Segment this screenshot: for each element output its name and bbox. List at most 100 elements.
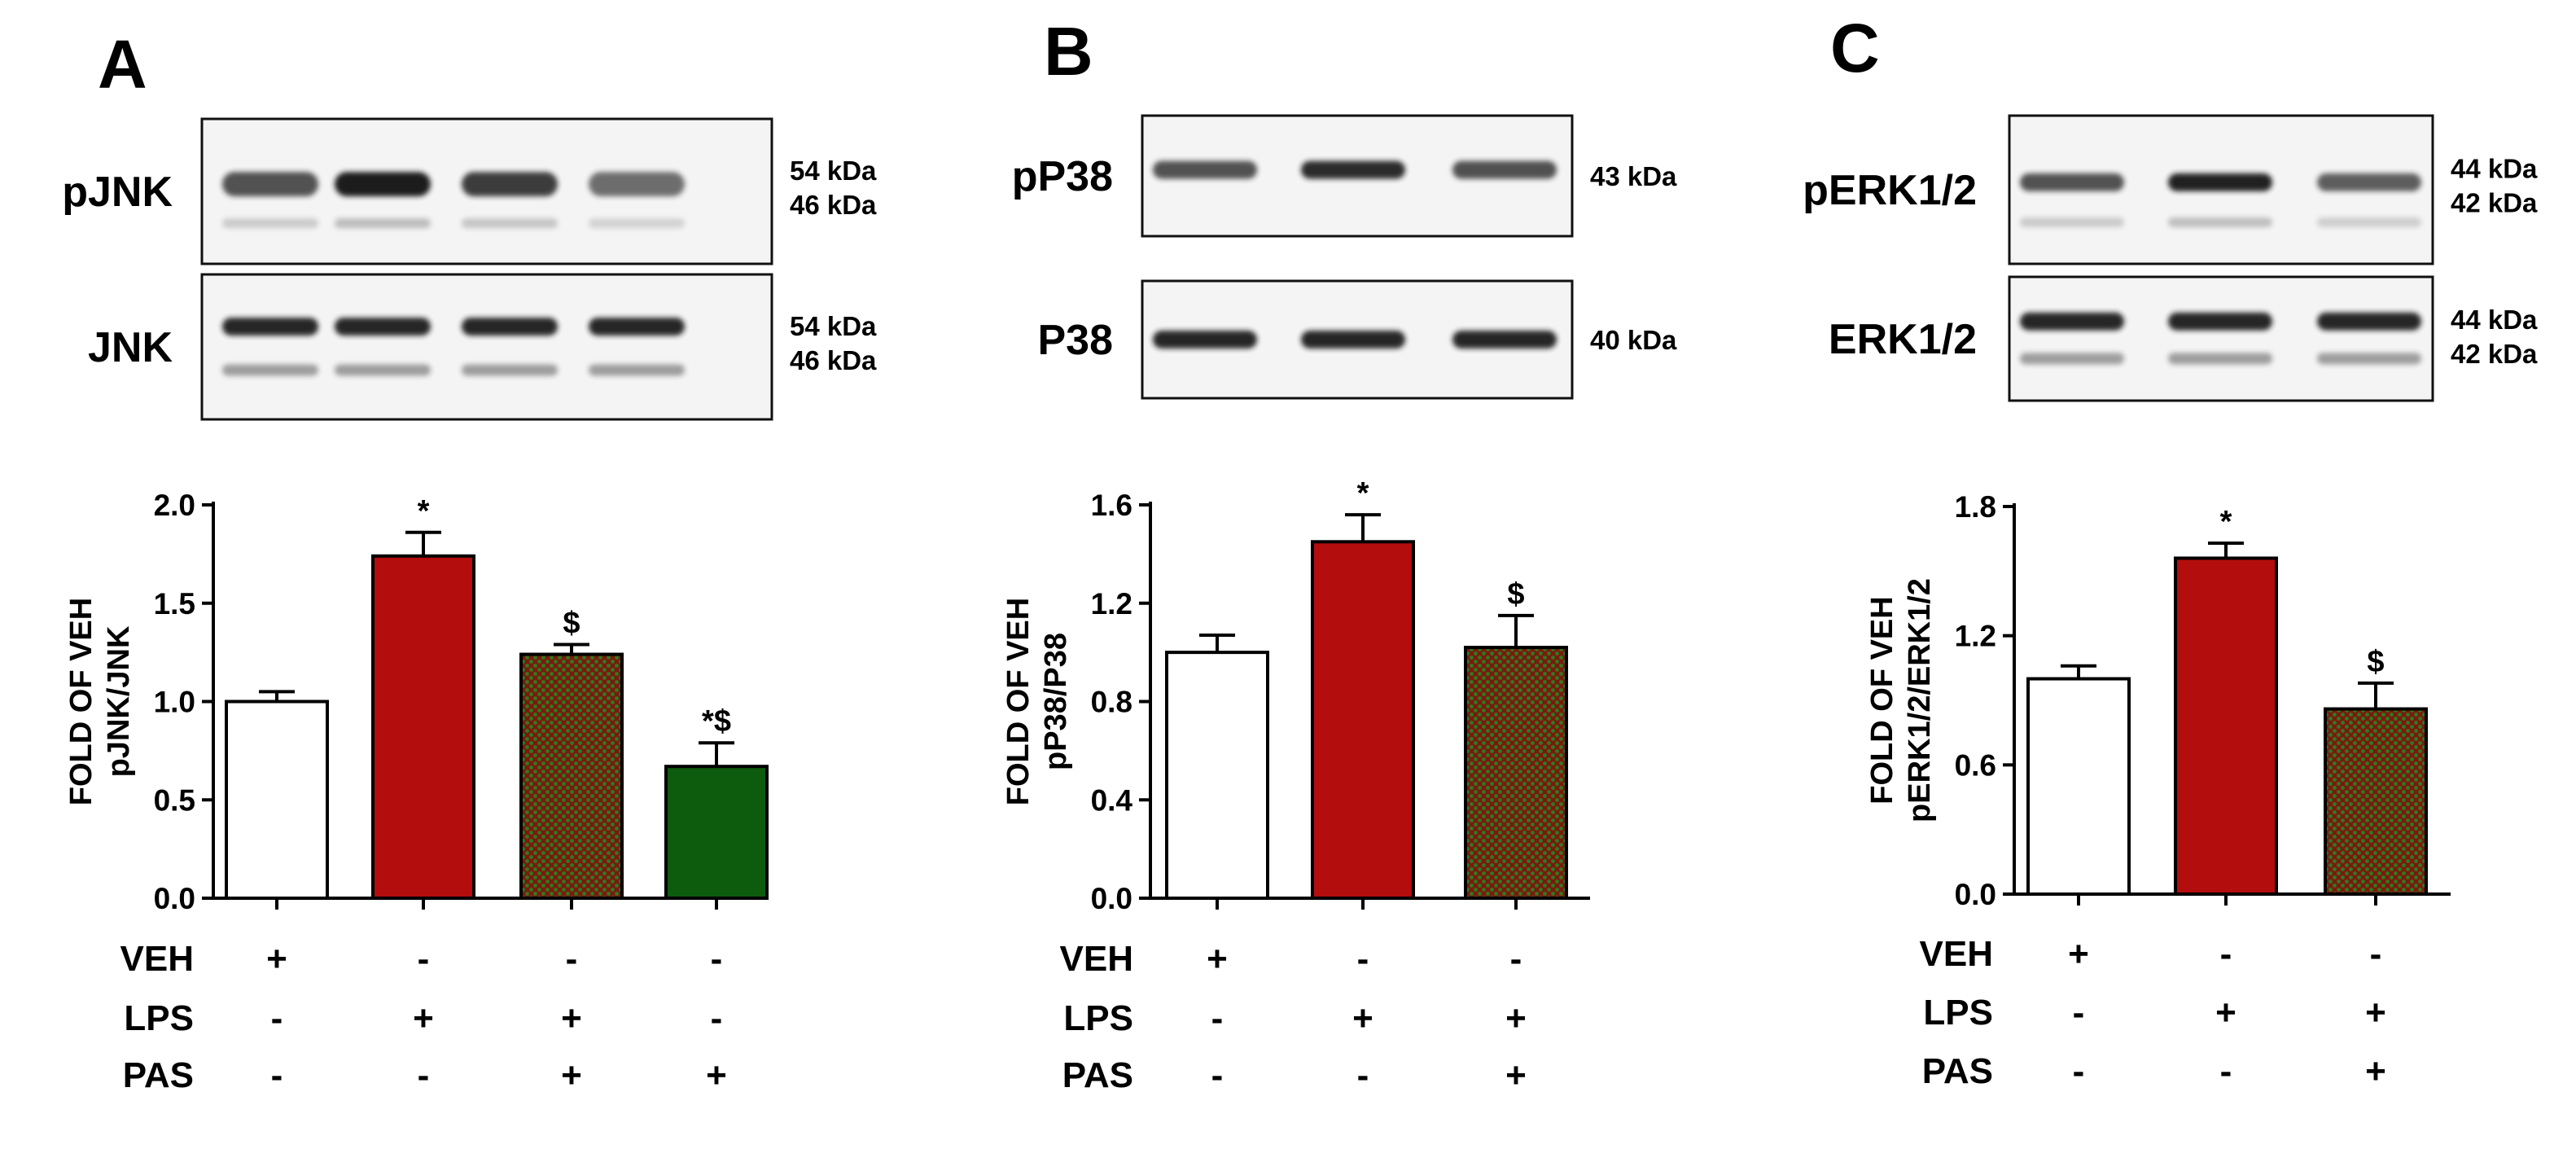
band-upper [2317, 312, 2421, 331]
significance-mark: * [418, 494, 430, 528]
condition-sign: + [413, 998, 434, 1038]
y-axis-label-line: pERK1/2/ERK1/2 [1903, 578, 1937, 822]
y-tick-label: 0.0 [1091, 882, 1132, 915]
bar [371, 554, 475, 900]
bar-chart: 0.0 0.4 0.8 1.2 1.6 FOLD OF VEH pP38/P38 * $ [1001, 476, 1590, 915]
significance-mark: *$ [702, 704, 731, 739]
condition-sign: - [1211, 998, 1224, 1038]
condition-sign: + [1505, 998, 1527, 1038]
condition-name: VEH [1920, 934, 1993, 974]
band-lower [335, 218, 431, 229]
y-axis-label-line: FOLD OF VEH [1865, 596, 1899, 804]
y-axis-label: FOLD OF VEH pJNK/JNK [64, 598, 136, 805]
condition-sign: + [2068, 934, 2089, 974]
band-lower [462, 364, 558, 376]
blot-top [2008, 114, 2434, 265]
band-lower [589, 218, 685, 229]
blot-bottom [1141, 279, 1574, 400]
condition-name: PAS [1922, 1051, 1993, 1091]
y-tick-label: 0.8 [1091, 686, 1132, 719]
band-upper [1153, 331, 1257, 349]
band-upper [2168, 312, 2272, 331]
band-upper [2020, 173, 2124, 191]
bar [1464, 646, 1568, 901]
y-tick-label: 0.4 [1091, 783, 1133, 817]
condition-sign: - [418, 939, 430, 979]
blot-top [200, 117, 773, 265]
band-lower [2020, 217, 2124, 228]
condition-name: PAS [1062, 1055, 1133, 1095]
condition-sign: - [2370, 934, 2382, 974]
significance-mark: * [2220, 505, 2232, 539]
y-tick-label: 0.0 [154, 882, 195, 915]
y-tick-label: 1.6 [1091, 489, 1132, 522]
kda-label: 40 kDa [1590, 325, 1677, 355]
significance-mark: * [1357, 476, 1369, 511]
condition-sign: - [2220, 1051, 2232, 1091]
y-axis-label: FOLD OF VEH pP38/P38 [1001, 598, 1073, 805]
kda-label: 44 kDa [2451, 305, 2538, 335]
condition-sign: + [1505, 1055, 1527, 1095]
y-axis-label-line: FOLD OF VEH [1001, 598, 1036, 805]
band-upper [462, 172, 558, 197]
band-upper [2020, 312, 2124, 331]
condition-name: VEH [1060, 939, 1133, 979]
condition-sign: + [2215, 993, 2236, 1033]
condition-sign: - [2073, 993, 2085, 1033]
condition-sign: - [711, 939, 723, 979]
condition-name: LPS [124, 998, 194, 1038]
band-upper [589, 318, 685, 336]
blot-bottom-label: P38 [1037, 317, 1113, 364]
condition-name: LPS [1923, 993, 1993, 1033]
bar-chart: 0.0 0.6 1.2 1.8 FOLD OF VEH pERK1/2/ERK1/2 * $ [1865, 490, 2451, 911]
kda-label: 54 kDa [790, 311, 877, 341]
condition-sign: - [1357, 1055, 1369, 1095]
band-upper [589, 172, 685, 197]
kda-label: 46 kDa [790, 190, 877, 220]
panel-letter: A [98, 26, 147, 103]
band-upper [2317, 173, 2421, 191]
condition-sign: + [266, 939, 287, 979]
condition-sign: - [2220, 934, 2232, 974]
kda-label: 46 kDa [790, 345, 877, 375]
condition-sign: - [1211, 1055, 1224, 1095]
kda-label: 42 kDa [2451, 187, 2538, 217]
significance-mark: $ [2367, 645, 2384, 679]
bar [225, 699, 329, 900]
kda-label: 43 kDa [1590, 161, 1677, 191]
condition-name: VEH [120, 939, 194, 979]
band-lower [2168, 353, 2272, 365]
y-tick-label: 2.0 [154, 489, 195, 522]
condition-sign: - [566, 939, 578, 979]
blot-bottom-label: ERK1/2 [1829, 316, 1977, 363]
band-lower [462, 218, 558, 229]
band-upper [222, 318, 318, 336]
blot-top [1141, 114, 1574, 238]
y-axis-label-line: FOLD OF VEH [64, 598, 99, 805]
bar [519, 652, 624, 900]
condition-sign: + [706, 1055, 727, 1095]
blot-top-label: pP38 [1012, 153, 1113, 200]
y-tick-label: 0.5 [154, 783, 195, 817]
condition-sign: + [1352, 998, 1373, 1038]
band-lower [2020, 353, 2124, 365]
condition-sign: + [1207, 939, 1228, 979]
bar [2324, 707, 2428, 896]
blot-top-label: pJNK [62, 169, 173, 216]
condition-sign: - [271, 1055, 283, 1095]
band-upper [1301, 160, 1405, 179]
band-upper [462, 318, 558, 336]
kda-label: 54 kDa [790, 156, 877, 186]
condition-name: PAS [123, 1055, 194, 1095]
y-tick-label: 1.0 [154, 686, 195, 719]
panel-letter: C [1830, 10, 1880, 86]
y-tick-label: 1.2 [1955, 620, 1996, 653]
band-upper [335, 172, 431, 197]
significance-mark: $ [1507, 577, 1524, 612]
condition-sign: - [711, 998, 723, 1038]
bar [1311, 540, 1415, 900]
condition-sign: - [1357, 939, 1369, 979]
